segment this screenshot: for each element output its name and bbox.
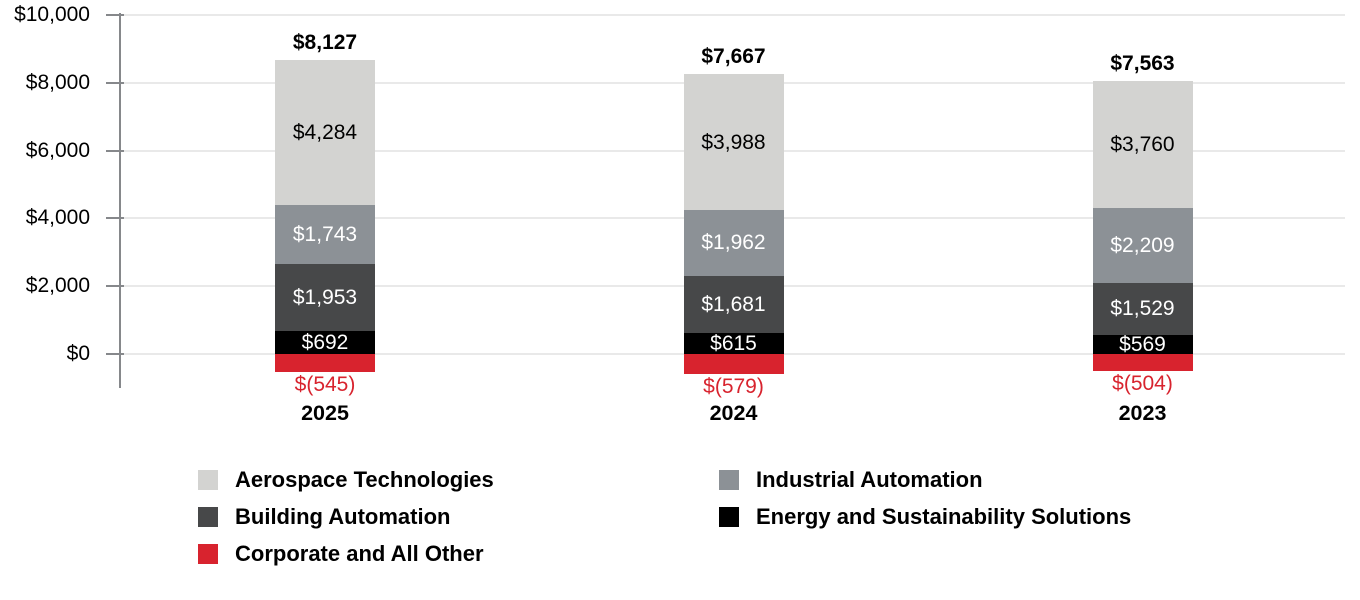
axis-tick-$4,000	[106, 217, 124, 220]
axis-tick-$2,000	[106, 285, 124, 288]
segment-value-label: $3,988	[701, 130, 766, 154]
total-label-2024: $7,667	[701, 45, 766, 69]
x-axis-label-2024: 2024	[709, 401, 758, 425]
segment-value-label: $3,760	[1110, 132, 1175, 156]
bar-segment-2024-4	[683, 354, 784, 374]
legend-label-corporate-and-all-other: Corporate and All Other	[235, 541, 484, 566]
bar-segment-2025-0: $4,284	[275, 60, 375, 206]
plot-area: $10,000 $8,000 $6,000 $4,000 $2,000 $0 $8,127 $…	[14, 3, 1345, 425]
x-axis-label-2023: 2023	[1118, 401, 1167, 425]
y-axis-label-$0: $0	[66, 342, 90, 365]
legend-item-aerospace-technologies: Aerospace Technologies	[198, 467, 494, 492]
segment-value-label: $1,529	[1110, 297, 1175, 321]
legend-swatch-corporate-and-all-other	[198, 544, 218, 564]
bar-segment-2025-4	[275, 354, 375, 373]
gridline-$10,000	[120, 14, 1345, 16]
bar-segment-2023-3: $569	[1092, 332, 1193, 356]
legend-label-energy-and-sustainability-solutions: Energy and Sustainability Solutions	[756, 504, 1132, 529]
bar-segment-2024-1: $1,962	[683, 209, 784, 277]
bar-segment-2023-4	[1092, 354, 1193, 372]
axis-tick-$0	[106, 353, 124, 355]
total-label-2025: $8,127	[292, 31, 358, 55]
segment-value-label: $2,209	[1110, 233, 1175, 257]
bar-segment-2024-2: $1,681	[683, 276, 784, 334]
bar-segment-2025-3: $692	[275, 330, 375, 354]
legend-swatch-energy-and-sustainability-solutions	[719, 507, 739, 527]
segment-value-label: $4,284	[292, 121, 358, 145]
bar-segment-2023-2: $1,529	[1092, 282, 1193, 335]
segment-value-label: $1,953	[292, 285, 358, 309]
y-axis-line	[119, 13, 121, 388]
legend-item-industrial-automation: Industrial Automation	[719, 467, 983, 492]
legend-swatch-aerospace-technologies	[198, 470, 218, 490]
legend-label-building-automation: Building Automation	[235, 504, 451, 529]
total-label-2023: $7,563	[1110, 51, 1175, 75]
legend-label-aerospace-technologies: Aerospace Technologies	[235, 467, 494, 492]
bar-segment-2025-2: $1,953	[275, 264, 375, 331]
y-axis-label-$8,000: $8,000	[25, 70, 90, 94]
segment-value-label: $615	[710, 332, 757, 356]
negative-value-label-2025: $(545)	[294, 373, 356, 397]
segment-value-label: $569	[1119, 332, 1166, 356]
bar-segment-2024-0: $3,988	[683, 74, 784, 210]
x-axis-label-2025: 2025	[301, 401, 349, 425]
bar-segment-2025-1: $1,743	[275, 205, 375, 265]
bar-segment-2023-0: $3,760	[1092, 80, 1193, 208]
legend-swatch-building-automation	[198, 507, 218, 527]
bar-segment-2024-3: $615	[683, 332, 784, 356]
axis-tick-$8,000	[106, 81, 124, 84]
negative-value-label-2024: $(579)	[703, 374, 764, 398]
y-axis-label-$2,000: $2,000	[25, 274, 90, 298]
negative-value-label-2023: $(504)	[1112, 372, 1173, 396]
axis-tick-$10,000	[106, 14, 124, 16]
y-axis-label-$4,000: $4,000	[25, 206, 90, 230]
y-axis-label-$6,000: $6,000	[25, 138, 90, 162]
segment-value-label: $1,743	[292, 223, 358, 247]
y-axis-label-$10,000: $10,000	[14, 3, 90, 26]
legend-item-corporate-and-all-other: Corporate and All Other	[198, 541, 484, 566]
segment-value-label: $692	[301, 330, 349, 354]
legend-swatch-industrial-automation	[719, 470, 739, 490]
bar-segment-2023-1: $2,209	[1092, 207, 1193, 283]
axis-tick-$6,000	[106, 149, 124, 152]
segment-value-label: $1,962	[701, 231, 766, 255]
legend-label-industrial-automation: Industrial Automation	[756, 467, 983, 492]
legend-item-building-automation: Building Automation	[198, 504, 451, 529]
legend-item-energy-and-sustainability-solutions: Energy and Sustainability Solutions	[719, 504, 1132, 529]
segment-value-label: $1,681	[701, 293, 766, 317]
